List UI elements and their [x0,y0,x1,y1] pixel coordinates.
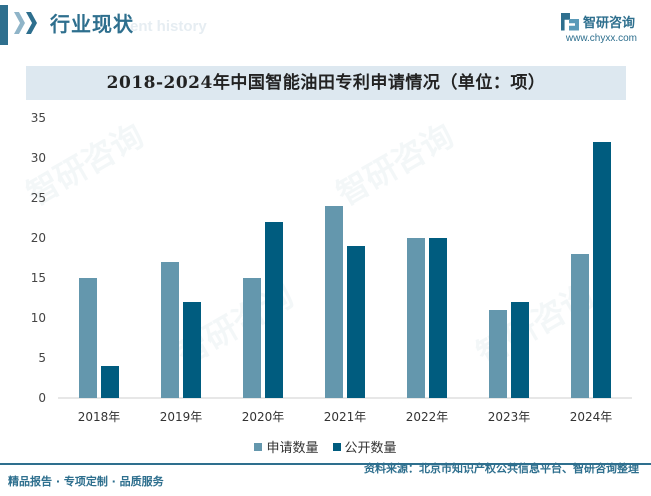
bar-public-2024年 [593,142,611,398]
x-tick-label: 2022年 [406,410,449,424]
legend-label-public: 公开数量 [344,441,397,456]
section-title: 行业现状 [50,12,134,36]
x-tick-label: 2020年 [242,410,285,424]
legend-label-apply: 申请数量 [266,441,319,456]
header-ghost-text: ent history [130,18,207,35]
header: ent history 行业现状 智研咨询 www.chyxx.com [0,0,651,50]
x-tick-label: 2021年 [324,410,367,424]
bar-apply-2021年 [325,206,343,398]
brand-name: 智研咨询 [582,16,635,31]
bar-public-2019年 [183,302,201,398]
bar-public-2021年 [347,246,365,398]
bar-public-2020年 [265,222,283,398]
y-tick-label: 5 [38,351,46,365]
legend-swatch-public [332,442,341,451]
y-tick-label: 35 [31,111,46,125]
footer-divider [0,463,651,465]
bar-public-2018年 [101,366,119,398]
bar-apply-2018年 [79,278,97,398]
y-tick-label: 15 [31,271,46,285]
legend-swatch-apply [254,442,263,451]
footer-source: 资料来源：北京市知识产权公共信息平台、智研咨询整理 [364,462,639,475]
chart-title: 2018-2024年中国智能油田专利申请情况（单位：项） [106,73,546,93]
brand-url: www.chyxx.com [565,33,637,44]
bar-public-2022年 [429,238,447,398]
x-tick-label: 2019年 [160,410,203,424]
brand-logo-icon [560,12,579,31]
bar-apply-2019年 [161,262,179,398]
y-tick-label: 20 [31,231,46,245]
bar-apply-2023年 [489,310,507,398]
x-tick-label: 2023年 [488,410,531,424]
y-tick-label: 10 [31,311,46,325]
header-accent-bar [0,5,8,45]
chart-title-band: 2018-2024年中国智能油田专利申请情况（单位：项） [26,66,626,100]
bar-public-2023年 [511,302,529,398]
chevron-double-right-icon [14,12,37,34]
y-tick-label: 30 [31,151,46,165]
x-tick-label: 2018年 [78,410,121,424]
y-tick-label: 25 [31,191,46,205]
bar-apply-2022年 [407,238,425,398]
bar-apply-2020年 [243,278,261,398]
footer-slogan: 精品报告 · 专项定制 · 品质服务 [8,475,164,488]
legend-item-public: 公开数量 [332,437,397,456]
legend-item-apply: 申请数量 [254,437,319,456]
x-tick-label: 2024年 [570,410,613,424]
legend: 申请数量 公开数量 [0,437,651,456]
y-tick-label: 0 [38,391,46,405]
bar-apply-2024年 [571,254,589,398]
brand: 智研咨询 [560,12,635,31]
